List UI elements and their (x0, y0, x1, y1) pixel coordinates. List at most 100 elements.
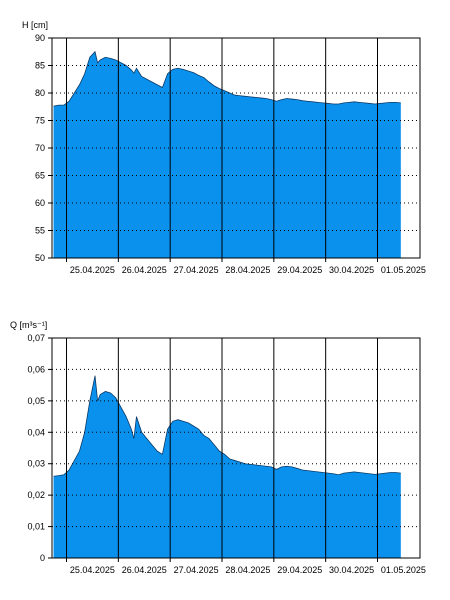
data-point (385, 473, 386, 474)
data-point (328, 473, 329, 474)
data-point (53, 476, 54, 477)
data-point (390, 102, 391, 103)
data-point (214, 85, 215, 86)
data-point (374, 103, 375, 104)
data-point (281, 466, 282, 467)
data-point (364, 473, 365, 474)
data-point (100, 394, 101, 395)
data-point (286, 98, 287, 99)
data-point (400, 473, 401, 474)
data-point (260, 465, 261, 466)
y-tick-label: 0,04 (27, 427, 45, 437)
y-tick-label: 65 (35, 171, 45, 181)
data-point (297, 468, 298, 469)
x-tick-label: 28.04.2025 (225, 565, 270, 575)
data-point (385, 102, 386, 103)
x-tick-label: 27.04.2025 (174, 565, 219, 575)
chart-panel-2: 0 0,01 0,02 0,03 0,04 0,05 0,06 0,07 25.04.2025 2… (10, 320, 426, 575)
data-point (74, 92, 75, 93)
data-point (229, 92, 230, 93)
data-point (286, 466, 287, 467)
y-tick-label: 0,06 (27, 364, 45, 374)
data-point (151, 81, 152, 82)
data-point (271, 99, 272, 100)
data-point (297, 99, 298, 100)
data-point (100, 59, 101, 60)
data-point (322, 102, 323, 103)
data-point (245, 96, 246, 97)
data-point (94, 375, 95, 376)
data-point (302, 469, 303, 470)
data-point (271, 466, 272, 467)
x-tick-label: 29.04.2025 (277, 265, 322, 275)
data-point (219, 451, 220, 452)
data-point (343, 473, 344, 474)
data-point (250, 464, 251, 465)
data-point (379, 103, 380, 104)
data-point (400, 102, 401, 103)
data-point (79, 451, 80, 452)
x-tick-label: 29.04.2025 (277, 565, 322, 575)
y-tick-label: 0,02 (27, 490, 45, 500)
data-point (115, 397, 116, 398)
data-point (94, 51, 95, 52)
data-point (234, 95, 235, 96)
data-point (276, 101, 277, 102)
data-point (348, 472, 349, 473)
data-point (343, 102, 344, 103)
data-point (348, 102, 349, 103)
y-tick-label: 80 (35, 88, 45, 98)
data-point (69, 469, 70, 470)
data-point (183, 69, 184, 70)
data-point (359, 472, 360, 473)
data-point (374, 474, 375, 475)
data-point (333, 473, 334, 474)
data-point (188, 70, 189, 71)
data-point (115, 59, 116, 60)
data-point (265, 466, 266, 467)
data-point (219, 88, 220, 89)
data-point (224, 454, 225, 455)
data-point (177, 419, 178, 420)
data-point (120, 407, 121, 408)
data-point (133, 438, 134, 439)
area-series (53, 375, 401, 558)
data-point (105, 391, 106, 392)
data-point (198, 429, 199, 430)
data-point (208, 438, 209, 439)
data-point (354, 101, 355, 102)
data-point (369, 103, 370, 104)
y-tick-label: 85 (35, 61, 45, 71)
data-point (84, 73, 85, 74)
data-point (120, 62, 121, 63)
data-point (240, 95, 241, 96)
data-point (151, 444, 152, 445)
data-point (110, 58, 111, 59)
data-point (203, 77, 204, 78)
data-point (379, 473, 380, 474)
data-point (172, 69, 173, 70)
y-axis-label: H [cm] (22, 20, 48, 30)
x-tick-label: 01.05.2025 (381, 565, 426, 575)
data-point (69, 101, 70, 102)
data-point (97, 400, 98, 401)
data-point (79, 84, 80, 85)
x-tick-label: 30.04.2025 (329, 565, 374, 575)
x-tick-label: 26.04.2025 (122, 565, 167, 575)
data-point (97, 62, 98, 63)
data-point (131, 69, 132, 70)
plot-frame (51, 337, 421, 559)
data-point (276, 469, 277, 470)
area-series (53, 51, 401, 258)
data-point (141, 432, 142, 433)
data-point (193, 425, 194, 426)
data-point (167, 73, 168, 74)
y-tick-label: 0,01 (27, 522, 45, 532)
x-tick-label: 01.05.2025 (381, 265, 426, 275)
data-point (338, 474, 339, 475)
y-tick-label: 0 (40, 553, 45, 563)
data-point (307, 470, 308, 471)
data-point (198, 75, 199, 76)
data-point (307, 101, 308, 102)
